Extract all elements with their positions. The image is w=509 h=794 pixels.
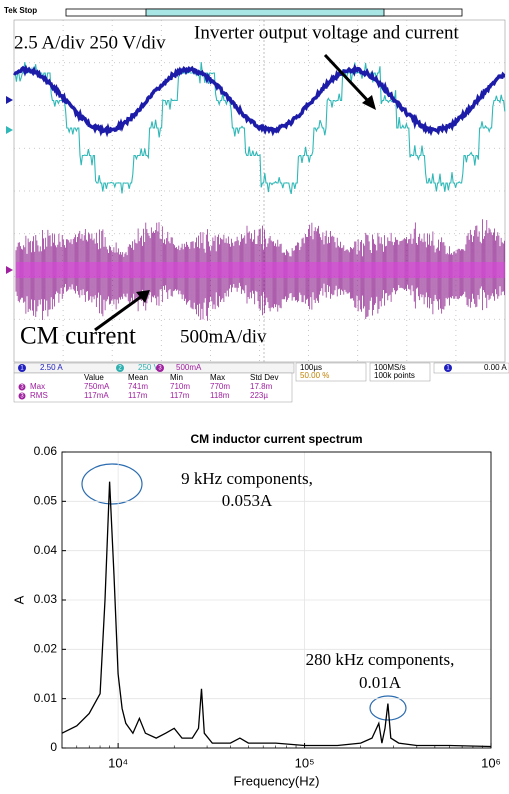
chart-title: CM inductor current spectrum (190, 432, 362, 446)
annotation: 280 kHz components, (306, 650, 455, 669)
table-header: Max (210, 373, 225, 382)
ch-marker (6, 266, 13, 274)
cm-note: CM current (20, 323, 136, 350)
table-header: Std Dev (250, 373, 278, 382)
y-axis-label: A (11, 595, 26, 604)
y-tick-label: 0.05 (34, 494, 58, 508)
table-header: Mean (128, 373, 148, 382)
table-cell: 741m (128, 382, 148, 391)
table-cell: 223µ (250, 391, 268, 400)
table-cell: 117mA (84, 391, 109, 400)
table-cell: 118m (210, 391, 230, 400)
y-tick-label: 0.03 (34, 592, 58, 606)
annotation: 9 kHz components, (181, 469, 313, 488)
y-tick-label: 0.02 (34, 642, 58, 656)
ch3-scale: 500mA (176, 363, 202, 372)
table-cell: RMS (30, 391, 48, 400)
y-tick-label: 0.04 (34, 543, 58, 557)
annotation: 0.053A (222, 491, 273, 510)
cm-scale: 500mA/div (180, 326, 267, 347)
trigger-pos: 50.00 % (300, 371, 329, 380)
x-tick-label: 10⁴ (108, 755, 128, 770)
annotation: 0.01A (359, 673, 402, 692)
table-cell: 17.8m (250, 382, 273, 391)
x-tick-label: 10⁵ (295, 755, 315, 770)
table-cell: 710m (170, 382, 190, 391)
ch3-core (16, 262, 505, 278)
table-cell: 117m (170, 391, 190, 400)
y-tick-label: 0 (50, 740, 57, 754)
table-cell: Max (30, 382, 45, 391)
figure: Tek Stop 2.5 A/div 250 V/div Inverter ou… (0, 0, 509, 794)
table-header: Min (170, 373, 183, 382)
record-window (146, 9, 384, 16)
inverter-note: Inverter output voltage and current (194, 22, 460, 43)
y-tick-label: 0.06 (34, 444, 58, 458)
table-cell: 117m (128, 391, 148, 400)
scale-note: 2.5 A/div 250 V/div (14, 32, 166, 53)
trigger-level: 0.00 A (484, 363, 507, 372)
table-header: Value (84, 373, 104, 382)
table-cell: 750mA (84, 382, 110, 391)
ch-marker (6, 96, 13, 104)
scope-screen (6, 20, 505, 362)
y-tick-label: 0.01 (34, 691, 58, 705)
x-axis-label: Frequency(Hz) (234, 773, 320, 788)
ch1-scale: 2.50 A (40, 363, 63, 372)
x-tick-label: 10⁶ (481, 755, 501, 770)
table-cell: 770m (210, 382, 230, 391)
spectrum-chart: CM inductor current spectrum Frequency(Hz… (11, 432, 500, 788)
scope-status: Tek Stop (4, 6, 37, 15)
spectrum-line (62, 482, 491, 747)
record-length: 100k points (374, 371, 415, 380)
highlight (82, 464, 142, 504)
ch-marker (6, 126, 13, 134)
